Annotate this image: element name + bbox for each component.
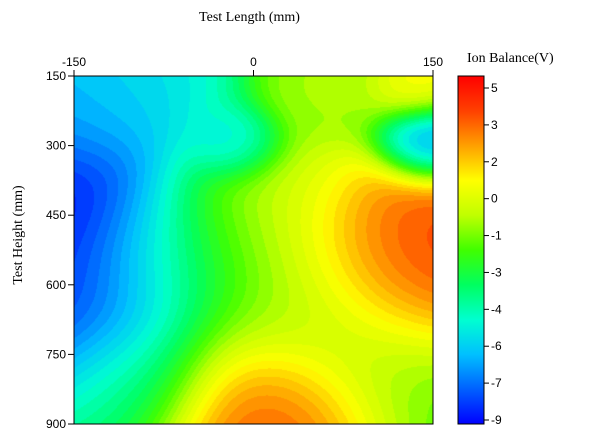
colorbar-tick-label: 2 (491, 155, 498, 169)
colorbar-tick-label: -4 (491, 302, 502, 316)
x-tick-label: 0 (250, 55, 257, 69)
colorbar-tick-label: 3 (491, 118, 498, 132)
colorbar-gradient (457, 75, 485, 425)
y-tick-label: 450 (46, 208, 66, 222)
y-tick-label: 600 (46, 278, 66, 292)
colorbar-tick-label: -6 (491, 339, 502, 353)
colorbar-tick-label: 0 (491, 192, 498, 206)
contour-field (74, 76, 433, 424)
y-axis-label: Test Height (mm) (11, 185, 26, 285)
x-axis-label: Test Length (mm) (199, 10, 300, 25)
y-tick-label: 750 (46, 347, 66, 361)
colorbar: 5 3 2 0 -1 -3 -4 -6 -7 -9 (457, 75, 502, 427)
x-axis: -150 0 150 (62, 55, 443, 76)
y-tick-label: 150 (46, 69, 66, 83)
y-tick-label: 300 (46, 139, 66, 153)
colorbar-tick-label: -9 (491, 413, 502, 427)
y-tick-label: 900 (46, 417, 66, 430)
colorbar-tick-label: -7 (491, 376, 502, 390)
y-axis: 150 300 450 600 750 900 (46, 69, 74, 430)
x-tick-label: 150 (423, 55, 443, 69)
colorbar-label: Ion Balance(V) (467, 51, 554, 66)
x-tick-label: -150 (62, 55, 86, 69)
colorbar-tick-label: -3 (491, 265, 502, 279)
colorbar-ticks: 5 3 2 0 -1 -3 -4 -6 -7 -9 (484, 81, 502, 427)
colorbar-tick-label: -1 (491, 229, 502, 243)
colorbar-tick-label: 5 (491, 81, 498, 95)
plot-area (73, 75, 434, 425)
